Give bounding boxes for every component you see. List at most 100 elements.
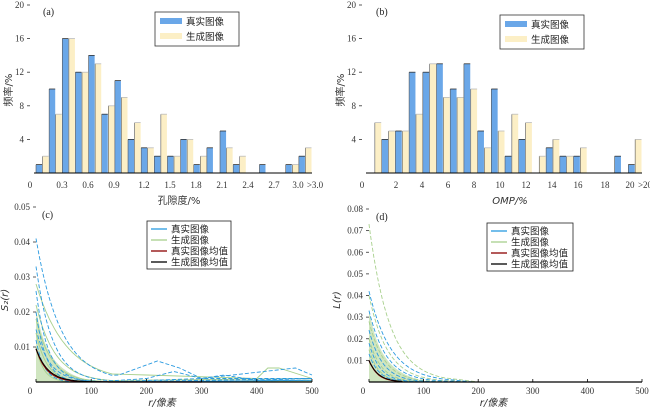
y-tick-label: 20 [347,0,357,10]
bar-generated [498,131,505,173]
bar-real [154,156,161,173]
legend-label: 真实图像 [171,224,210,236]
x-tick-label: 0 [28,180,33,190]
bar-real [167,156,174,173]
x-tick-label: >3.0 [307,180,324,190]
generated-band [36,308,97,382]
bar-generated [635,139,642,173]
bar-real [614,156,621,173]
bar-generated [134,122,141,173]
x-tick-label: 500 [305,386,319,396]
x-tick-label: 6 [446,180,451,190]
legend-box [486,222,574,272]
bar-real [259,164,266,173]
x-tick-label: 18 [601,180,611,190]
bar-real [114,80,121,173]
bar-real [36,164,43,173]
x-tick-label: 0 [360,180,365,190]
y-tick-label: 4 [352,134,357,144]
legend-label: 生成图像均值 [171,257,229,269]
bar-real [546,147,553,173]
bar-generated [108,105,115,173]
x-tick-label: 300 [195,386,209,396]
bar-generated [305,147,312,173]
line-generated [35,304,313,381]
x-tick-label: 400 [250,386,264,396]
legend-label: 真实图像 [511,226,550,238]
x-tick-label: 2.4 [242,180,254,190]
x-tick-label: 0.9 [108,180,120,190]
y-tick-label: 0.01 [347,355,363,365]
x-axis-label: OMP/% [492,196,527,207]
bar-real [88,55,95,173]
bar-real [559,156,567,173]
bar-real [206,147,213,173]
bar-real [285,164,292,173]
bar-real [477,131,484,173]
bar-generated [525,122,532,173]
bar-generated [539,156,546,173]
bar-generated [147,147,154,173]
legend-swatch-generated [505,36,527,42]
bar-generated [55,114,62,173]
y-tick-label: 4 [20,134,25,144]
bar-real [141,147,148,173]
bar-generated [82,72,89,173]
y-tick-label: 0.03 [347,312,363,322]
x-tick-label: 10 [496,180,506,190]
panel-a: 4 8 12 16 20 0 0.3 0.6 0.9 1.2 1.5 1.8 2.1 2.4 2.7 3.0 >… [2,0,324,207]
y-axis-label: 频率/% [2,74,15,107]
bar-real [62,38,69,173]
bar-generated [121,97,128,173]
line-real [35,238,312,379]
bar-generated [187,139,194,173]
bar-real [180,139,187,173]
x-tick-label: 8 [472,180,477,190]
bar-real [193,164,200,173]
bar-real [220,131,227,173]
bar-generated [402,131,409,173]
legend-swatch-real [160,18,182,24]
bar-generated [580,147,587,173]
legend-box [154,11,240,47]
bar-real [463,63,471,173]
bar-generated [226,147,233,173]
panel-label: (a) [43,7,54,18]
bar-real [491,89,498,173]
bar-real [101,114,108,173]
x-tick-label: 1.2 [138,180,149,190]
x-tick-label: 0 [28,386,33,396]
bar-real [450,89,457,173]
legend-label: 生成图像 [531,34,570,46]
bar-generated [470,89,478,173]
y-tick-label: 8 [20,101,25,111]
bar-generated [511,114,519,173]
bar-generated [566,156,573,173]
legend-label: 生成图像均值 [511,259,569,271]
y-tick-label: 20 [15,0,25,10]
legend-label: 生成图像 [511,237,550,249]
panel-label: (b) [376,7,388,18]
bar-real [49,89,56,173]
line-generated [35,318,313,382]
line-real [368,291,473,383]
bar-generated [292,164,299,173]
x-tick-label: 200 [140,386,154,396]
y-tick-label: 0.08 [347,204,363,214]
x-tick-label: 0.3 [56,180,68,190]
y-axis-label: 频率/% [334,74,347,107]
y-tick-label: 12 [347,67,356,77]
x-tick-label: 0 [361,386,366,396]
x-tick-label: 100 [84,386,98,396]
legend-label: 真实图像均值 [511,248,569,260]
x-tick-label: >20 [638,180,650,190]
x-tick-label: 4 [420,180,425,190]
legend-label: 生成图像 [171,235,210,247]
bar-generated [42,156,49,173]
x-axis-label: 孔隙度/% [158,194,201,207]
y-tick-label: 0.06 [347,247,363,257]
